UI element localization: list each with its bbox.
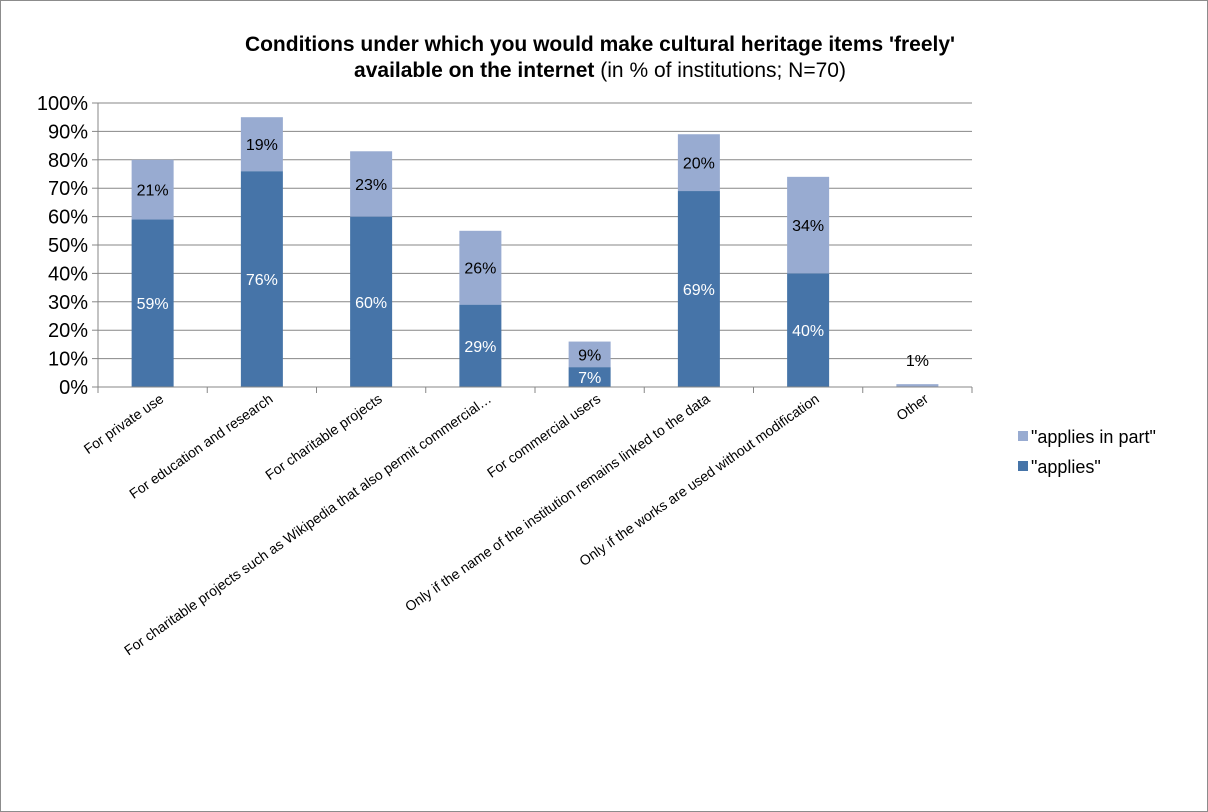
data-label: 29% [464,339,496,356]
data-label: 9% [578,347,601,364]
legend: "applies in part" "applies" [1018,427,1156,477]
data-label: 7% [578,370,601,387]
data-labels: 59% 21% 76% 19% 60% 23% 29% 26% 7% 9% 69% 20% 40% 34%… [137,137,929,387]
x-tick-label: Other [893,390,931,423]
x-tick-label: Only if the works are used without modif… [576,390,822,569]
y-tick-label: 100% [37,93,88,115]
x-tick-label: For commercial users [484,390,603,480]
data-label: 69% [683,282,715,299]
bar-applies-in-part [459,230,502,305]
data-label: 59% [137,296,169,313]
bar-applies-in-part [677,134,720,192]
y-tick-label: 0% [59,377,88,399]
bar-applies [677,191,720,387]
bar-applies-in-part [350,151,393,217]
bar-applies-in-part [240,117,283,172]
legend-label: "applies in part" [1031,427,1156,447]
bar-applies-in-part [568,341,611,368]
gridlines [98,102,972,360]
data-label: 34% [792,218,824,235]
bar-applies [568,367,611,387]
chart-title-line2-bold: available on the internet [354,59,595,82]
chart-title-line1: Conditions under which you would make cu… [244,33,956,56]
chart-title-line2-rest: (in % of institutions; N=70) [594,59,846,82]
data-label: 40% [792,323,824,340]
data-label: 21% [137,183,169,200]
axes: 0% 10% 20% 30% 40% 50% 60% 70% 80% 90% 100% For pri… [37,93,973,658]
data-label: 20% [683,156,715,173]
legend-swatch [1018,431,1028,441]
data-label: 19% [246,137,278,154]
data-label: 76% [246,272,278,289]
y-tick-label: 70% [48,178,88,200]
legend-swatch [1018,461,1028,471]
y-tick-label: 20% [48,320,88,342]
x-tick-label: For private use [81,390,167,457]
chart-title: Conditions under which you would make cu… [100,32,1100,84]
data-label: 1% [906,353,929,370]
legend-label: "applies" [1031,457,1101,477]
chart-title-line2: available on the internet (in % of insti… [100,58,1100,84]
data-label: 60% [355,295,387,312]
x-tick-label: For charitable projects such as Wikipedi… [121,390,494,658]
bar-applies [787,273,830,387]
bar-applies-in-part [131,159,174,220]
y-tick-label: 60% [48,207,88,229]
bar-applies [459,304,502,387]
bar-applies [131,219,174,387]
x-tick-label: For charitable projects [262,390,385,483]
data-label: 26% [464,261,496,278]
y-tick-label: 10% [48,349,88,371]
y-tick-label: 80% [48,150,88,172]
bar-applies [350,216,393,387]
bar-applies-in-part [787,176,830,274]
data-label: 23% [355,177,387,194]
bars [131,117,939,387]
bar-applies [240,171,283,387]
y-tick-label: 30% [48,292,88,314]
y-tick-label: 40% [48,263,88,285]
y-tick-label: 50% [48,235,88,257]
y-tick-label: 90% [48,121,88,143]
bar-applies-in-part [896,384,939,387]
